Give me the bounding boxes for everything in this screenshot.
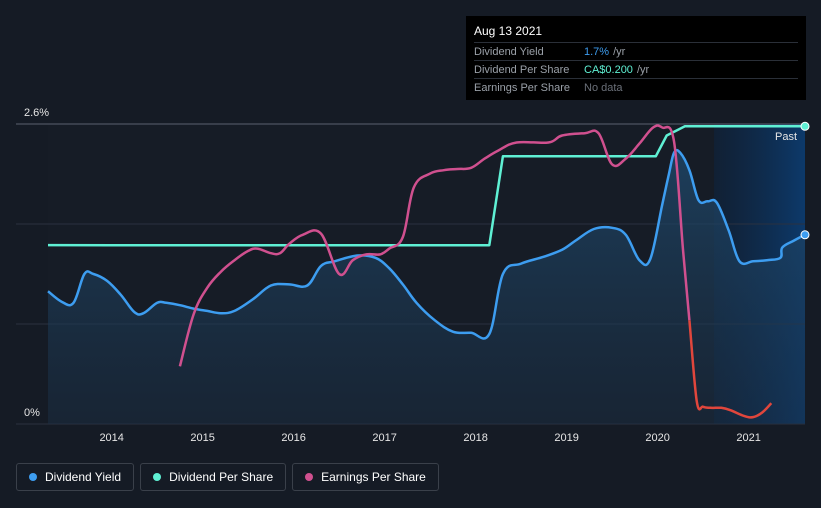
- tooltip-value: No data: [584, 81, 623, 94]
- tooltip-unit: /yr: [636, 63, 650, 76]
- tooltip-row-dps: Dividend Per Share CA$0.200 /yr: [474, 60, 798, 78]
- legend-dot-icon: [29, 473, 37, 481]
- x-tick-label: 2021: [736, 432, 760, 444]
- legend-label: Dividend Per Share: [169, 470, 274, 484]
- x-tick-label: 2019: [554, 432, 578, 444]
- tooltip-label: Earnings Per Share: [474, 81, 570, 94]
- chart-legend: Dividend Yield Dividend Per Share Earnin…: [16, 463, 439, 491]
- x-tick-label: 2020: [645, 432, 669, 444]
- x-tick-label: 2015: [190, 432, 214, 444]
- dividend-per-share-endpoint: [800, 121, 810, 131]
- x-tick-label: 2018: [463, 432, 487, 444]
- legend-label: Dividend Yield: [45, 470, 122, 484]
- x-tick-label: 2014: [99, 432, 123, 444]
- tooltip-date: Aug 13 2021: [474, 24, 543, 38]
- dividend-yield-line: [47, 148, 806, 340]
- legend-item-earnings-per-share[interactable]: Earnings Per Share: [292, 463, 439, 491]
- earnings-per-share-line: [178, 124, 691, 367]
- earnings-per-share-line-decline: [688, 320, 773, 419]
- legend-dot-icon: [153, 473, 162, 481]
- legend-dot-icon: [305, 473, 314, 481]
- legend-label: Earnings Per Share: [321, 470, 426, 484]
- legend-item-dividend-per-share[interactable]: Dividend Per Share: [140, 463, 287, 491]
- tooltip-label: Dividend Per Share: [474, 63, 570, 76]
- tooltip-row-eps: Earnings Per Share No data: [474, 78, 798, 96]
- x-tick-label: 2016: [281, 432, 305, 444]
- dividend-per-share-line: [47, 125, 805, 247]
- past-label: Past: [775, 131, 797, 143]
- tooltip-value: CA$0.200: [584, 63, 633, 76]
- tooltip-value: 1.7%: [584, 45, 610, 58]
- dividend-yield-endpoint: [800, 230, 810, 240]
- tooltip-label: Dividend Yield: [474, 45, 544, 58]
- tooltip-row-yield: Dividend Yield 1.7% /yr: [474, 42, 798, 60]
- x-tick-label: 2017: [372, 432, 396, 444]
- legend-item-dividend-yield[interactable]: Dividend Yield: [16, 463, 135, 491]
- tooltip-box: Aug 13 2021 Dividend Yield 1.7% /yr Divi…: [466, 16, 806, 100]
- tooltip-unit: /yr: [613, 45, 626, 58]
- y-tick-label-top: 2.6%: [24, 107, 49, 119]
- y-tick-label-bottom: 0%: [24, 407, 40, 419]
- dividend-yield-area: [48, 150, 805, 424]
